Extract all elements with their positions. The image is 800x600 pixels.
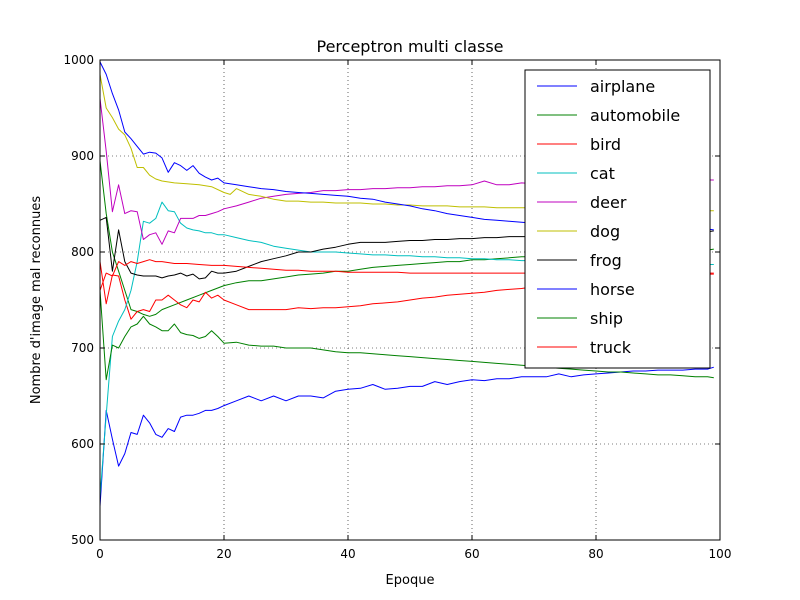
legend-label-airplane: airplane (590, 77, 655, 96)
legend-label-truck: truck (590, 338, 632, 357)
legend-label-bird: bird (590, 135, 621, 154)
x-tick-label: 100 (709, 547, 732, 561)
legend-label-dog: dog (590, 222, 620, 241)
y-tick-label: 500 (71, 533, 94, 547)
y-tick-label: 900 (71, 149, 94, 163)
series-line-ship (99, 290, 714, 381)
y-tick-label: 1000 (63, 53, 94, 67)
x-tick-label: 20 (216, 547, 231, 561)
x-tick-label: 80 (588, 547, 603, 561)
x-tick-label: 60 (464, 547, 479, 561)
y-tick-label: 700 (71, 341, 94, 355)
legend-label-automobile: automobile (590, 106, 680, 125)
legend-label-deer: deer (590, 193, 627, 212)
x-axis-label: Epoque (386, 573, 435, 588)
y-axis-label: Nombre d'image mal reconnues (29, 196, 44, 404)
x-tick-label: 0 (96, 547, 104, 561)
legend-label-cat: cat (590, 164, 615, 183)
legend-label-ship: ship (590, 309, 623, 328)
y-tick-label: 800 (71, 245, 94, 259)
axis-ticks (99, 59, 721, 541)
series-line-airplane (99, 366, 714, 507)
y-tick-labels: 500 600 700 800 900 1000 (63, 53, 94, 547)
legend-label-horse: horse (590, 280, 635, 299)
chart-title: Perceptron multi classe (317, 37, 504, 56)
x-tick-label: 40 (340, 547, 355, 561)
legend: airplane automobile bird cat deer dog frog hors… (524, 69, 711, 369)
legend-label-frog: frog (590, 251, 622, 270)
x-tick-labels: 0 20 40 60 80 100 (96, 547, 731, 561)
y-tick-label: 600 (71, 437, 94, 451)
legend-box (524, 69, 711, 369)
plot-area-frame (99, 59, 721, 541)
